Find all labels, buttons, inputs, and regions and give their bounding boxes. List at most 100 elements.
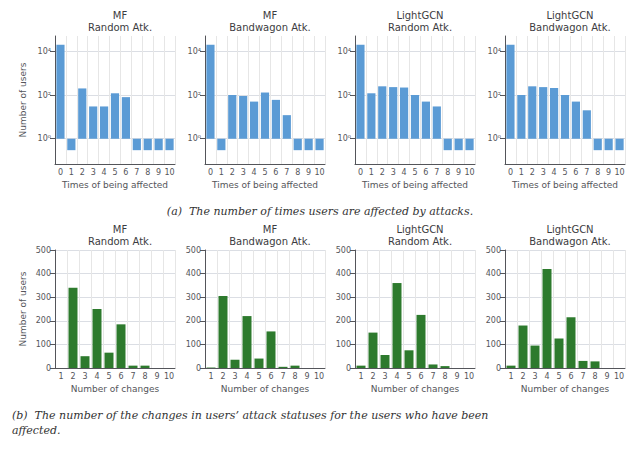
svg-text:300: 300 bbox=[36, 293, 51, 302]
svg-text:Random Atk.: Random Atk. bbox=[88, 236, 152, 247]
svg-text:100: 100 bbox=[486, 340, 501, 349]
svg-text:400: 400 bbox=[486, 269, 501, 278]
svg-text:7: 7 bbox=[134, 168, 139, 177]
svg-text:300: 300 bbox=[186, 293, 201, 302]
svg-text:100: 100 bbox=[336, 340, 351, 349]
svg-text:9: 9 bbox=[304, 372, 309, 381]
svg-text:2: 2 bbox=[220, 372, 225, 381]
svg-text:(b) The number of the changes: (b) The number of the changes in users’ … bbox=[12, 409, 488, 422]
svg-text:LightGCN: LightGCN bbox=[396, 224, 443, 235]
svg-text:2: 2 bbox=[380, 168, 385, 177]
svg-text:4: 4 bbox=[244, 372, 249, 381]
svg-text:1: 1 bbox=[69, 168, 74, 177]
svg-text:Random Atk.: Random Atk. bbox=[88, 22, 152, 33]
svg-text:Bandwagon Atk.: Bandwagon Atk. bbox=[529, 236, 611, 247]
svg-text:10⁰: 10⁰ bbox=[188, 134, 201, 143]
svg-text:Random Atk.: Random Atk. bbox=[388, 236, 452, 247]
svg-text:Number of users: Number of users bbox=[18, 62, 28, 137]
svg-text:200: 200 bbox=[336, 316, 351, 325]
svg-text:4: 4 bbox=[552, 168, 557, 177]
svg-text:7: 7 bbox=[430, 372, 435, 381]
svg-text:400: 400 bbox=[186, 269, 201, 278]
svg-text:LightGCN: LightGCN bbox=[546, 224, 593, 235]
svg-text:MF: MF bbox=[263, 10, 278, 21]
svg-text:6: 6 bbox=[118, 372, 123, 381]
svg-text:0: 0 bbox=[58, 168, 63, 177]
svg-text:affected.: affected. bbox=[12, 424, 61, 437]
svg-text:9: 9 bbox=[154, 372, 159, 381]
svg-text:10: 10 bbox=[614, 372, 624, 381]
svg-text:LightGCN: LightGCN bbox=[546, 10, 593, 21]
svg-text:7: 7 bbox=[434, 168, 439, 177]
svg-text:10⁰: 10⁰ bbox=[38, 134, 51, 143]
svg-text:5: 5 bbox=[112, 168, 117, 177]
svg-text:0: 0 bbox=[196, 364, 201, 373]
svg-text:5: 5 bbox=[406, 372, 411, 381]
svg-text:2: 2 bbox=[530, 168, 535, 177]
svg-text:0: 0 bbox=[496, 364, 501, 373]
svg-text:0: 0 bbox=[46, 364, 51, 373]
svg-text:Bandwagon Atk.: Bandwagon Atk. bbox=[229, 236, 311, 247]
svg-text:MF: MF bbox=[263, 224, 278, 235]
svg-text:1: 1 bbox=[369, 168, 374, 177]
svg-text:5: 5 bbox=[412, 168, 417, 177]
svg-text:8: 8 bbox=[292, 372, 297, 381]
svg-text:Bandwagon Atk.: Bandwagon Atk. bbox=[529, 22, 611, 33]
svg-text:8: 8 bbox=[442, 372, 447, 381]
svg-text:400: 400 bbox=[336, 269, 351, 278]
svg-text:5: 5 bbox=[562, 168, 567, 177]
svg-text:10⁰: 10⁰ bbox=[488, 134, 501, 143]
svg-text:200: 200 bbox=[186, 316, 201, 325]
svg-text:8: 8 bbox=[595, 168, 600, 177]
svg-text:10: 10 bbox=[464, 372, 474, 381]
svg-text:10⁴: 10⁴ bbox=[188, 47, 201, 56]
svg-text:10⁴: 10⁴ bbox=[488, 47, 501, 56]
svg-text:Random Atk.: Random Atk. bbox=[388, 22, 452, 33]
svg-text:500: 500 bbox=[486, 246, 501, 255]
svg-text:8: 8 bbox=[295, 168, 300, 177]
svg-text:9: 9 bbox=[454, 372, 459, 381]
svg-text:10²: 10² bbox=[338, 91, 351, 100]
svg-text:300: 300 bbox=[336, 293, 351, 302]
svg-text:200: 200 bbox=[486, 316, 501, 325]
svg-text:300: 300 bbox=[486, 293, 501, 302]
svg-text:MF: MF bbox=[113, 224, 128, 235]
svg-text:10: 10 bbox=[314, 372, 324, 381]
svg-text:5: 5 bbox=[556, 372, 561, 381]
svg-text:3: 3 bbox=[241, 168, 246, 177]
svg-text:10²: 10² bbox=[488, 91, 501, 100]
svg-text:0: 0 bbox=[508, 168, 513, 177]
svg-text:10: 10 bbox=[464, 168, 474, 177]
svg-text:Times of being affected: Times of being affected bbox=[61, 180, 168, 190]
svg-text:6: 6 bbox=[573, 168, 578, 177]
svg-text:4: 4 bbox=[252, 168, 257, 177]
svg-text:1: 1 bbox=[519, 168, 524, 177]
svg-text:5: 5 bbox=[256, 372, 261, 381]
svg-text:200: 200 bbox=[36, 316, 51, 325]
svg-text:10: 10 bbox=[614, 168, 624, 177]
svg-text:2: 2 bbox=[70, 372, 75, 381]
svg-text:400: 400 bbox=[36, 269, 51, 278]
svg-text:5: 5 bbox=[262, 168, 267, 177]
svg-text:10: 10 bbox=[314, 168, 324, 177]
svg-text:Number of users: Number of users bbox=[18, 271, 28, 346]
svg-text:9: 9 bbox=[456, 168, 461, 177]
svg-text:Number of changes: Number of changes bbox=[521, 384, 610, 394]
svg-text:6: 6 bbox=[418, 372, 423, 381]
svg-text:6: 6 bbox=[268, 372, 273, 381]
svg-text:(a) The number of times users: (a) The number of times users are affect… bbox=[167, 205, 473, 218]
svg-text:1: 1 bbox=[219, 168, 224, 177]
svg-text:0: 0 bbox=[346, 364, 351, 373]
svg-text:9: 9 bbox=[156, 168, 161, 177]
svg-text:100: 100 bbox=[186, 340, 201, 349]
svg-text:Times of being affected: Times of being affected bbox=[211, 180, 318, 190]
svg-text:100: 100 bbox=[36, 340, 51, 349]
svg-text:9: 9 bbox=[604, 372, 609, 381]
svg-text:4: 4 bbox=[94, 372, 99, 381]
svg-text:3: 3 bbox=[382, 372, 387, 381]
svg-text:10⁰: 10⁰ bbox=[338, 134, 351, 143]
svg-text:10⁴: 10⁴ bbox=[38, 47, 51, 56]
svg-text:8: 8 bbox=[592, 372, 597, 381]
svg-text:500: 500 bbox=[336, 246, 351, 255]
svg-text:6: 6 bbox=[273, 168, 278, 177]
